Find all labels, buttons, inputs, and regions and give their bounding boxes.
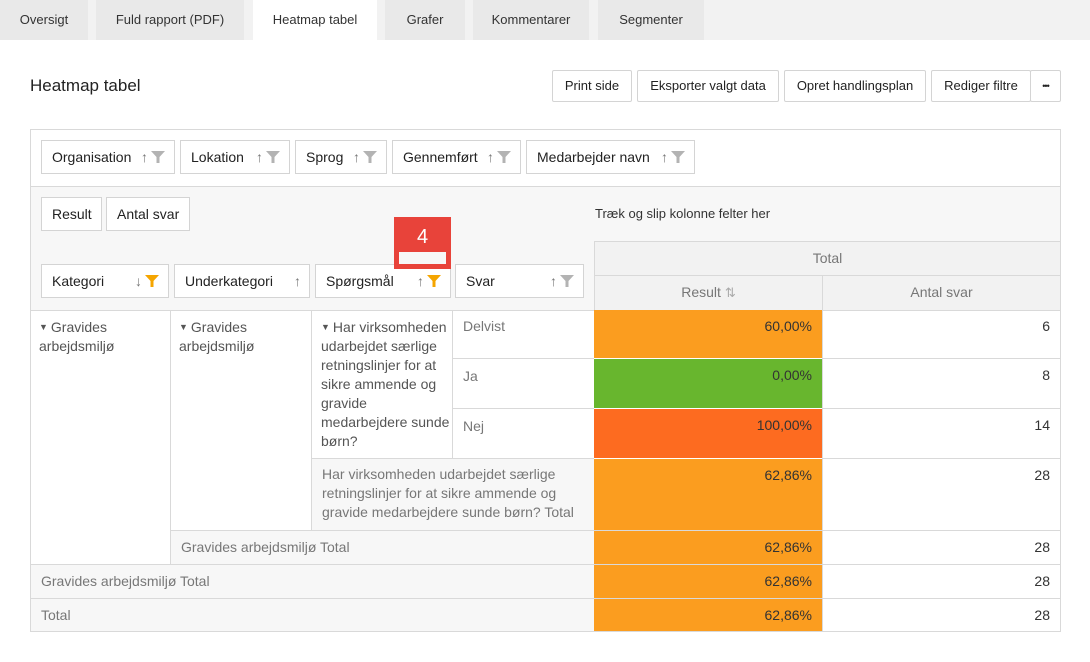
row-kategori[interactable]: ▼ Gravides arbejdsmiljø [39, 318, 169, 356]
answer-label: Nej [463, 418, 484, 434]
answer-label: Delvist [463, 318, 505, 334]
filter-funnel-icon[interactable] [265, 149, 281, 165]
row-question-label: Har virksomheden udarbejdet særlige retn… [321, 319, 449, 449]
filter-field-sprog[interactable]: Sprog ↑ [295, 140, 387, 174]
row-field-label: Underkategori [185, 273, 273, 289]
answer-label: Ja [463, 368, 478, 384]
filter-field-label: Medarbejder navn [537, 149, 650, 165]
page-title: Heatmap tabel [30, 76, 141, 96]
pivot-grid: Organisation ↑ Lokation ↑ Sprog ↑ Gennem… [30, 129, 1061, 632]
tab-segmenter[interactable]: Segmenter [598, 0, 704, 40]
grandtotal-bg [31, 599, 594, 631]
count-cell: 28 [822, 531, 1060, 564]
row-field-label: Spørgsmål [326, 273, 394, 289]
row-underkategori[interactable]: ▼ Gravides arbejdsmiljø [179, 318, 311, 356]
filter-field-label: Gennemført [403, 149, 478, 165]
tab-fuld-rapport[interactable]: Fuld rapport (PDF) [96, 0, 244, 40]
heatmap-cell: 62,86% [594, 599, 822, 631]
column-header-label: Result [681, 284, 721, 300]
filter-funnel-active-icon[interactable] [426, 273, 442, 289]
tab-grafer[interactable]: Grafer [385, 0, 465, 40]
sort-arrow-icon[interactable]: ↑ [550, 274, 557, 288]
print-button[interactable]: Print side [552, 70, 632, 102]
sort-arrow-icon[interactable]: ↑ [487, 150, 494, 164]
filter-funnel-icon[interactable] [362, 149, 378, 165]
sort-arrow-icon[interactable]: ↑ [141, 150, 148, 164]
tab-heatmap-tabel[interactable]: Heatmap tabel [253, 0, 377, 40]
heatmap-cell: 62,86% [594, 459, 822, 530]
collapse-triangle-icon[interactable]: ▼ [179, 322, 188, 332]
count-cell: 28 [822, 565, 1060, 598]
row-field-underkategori[interactable]: Underkategori ↑ [174, 264, 310, 298]
filter-funnel-icon[interactable] [150, 149, 166, 165]
filter-field-label: Sprog [306, 149, 343, 165]
tab-bar: Oversigt Fuld rapport (PDF) Heatmap tabe… [0, 0, 1090, 40]
row-field-label: Svar [466, 273, 495, 289]
count-cell: 28 [822, 459, 1060, 530]
data-field-label: Antal svar [117, 206, 179, 222]
row-field-svar[interactable]: Svar ↑ [455, 264, 584, 298]
edit-filters-button[interactable]: Rediger filtre [931, 70, 1031, 102]
data-field-label: Result [52, 206, 92, 222]
heatmap-cell: 62,86% [594, 531, 822, 564]
count-cell: 28 [822, 599, 1060, 631]
data-field-antal-svar[interactable]: Antal svar [106, 197, 190, 231]
heatmap-cell: 100,00% [594, 409, 822, 458]
row-kategori-label: Gravides arbejdsmiljø [39, 319, 114, 354]
filter-field-gennemfoert[interactable]: Gennemført ↑ [392, 140, 521, 174]
data-field-result[interactable]: Result [41, 197, 102, 231]
action-plan-button[interactable]: Opret handlingsplan [784, 70, 926, 102]
filter-funnel-icon[interactable] [559, 273, 575, 289]
heatmap-cell: 0,00% [594, 359, 822, 408]
column-header-antal: Antal svar [822, 275, 1060, 310]
grand-total-label: Total [41, 607, 71, 623]
filter-field-label: Lokation [191, 149, 244, 165]
sort-arrow-icon[interactable]: ↓ [135, 274, 142, 288]
sort-arrow-icon[interactable]: ↑ [417, 274, 424, 288]
filter-field-organisation[interactable]: Organisation ↑ [41, 140, 175, 174]
sort-arrow-icon[interactable]: ↑ [353, 150, 360, 164]
more-options-button[interactable]: ••• [1030, 70, 1061, 102]
column-header-result[interactable]: Result ⇅ [594, 275, 822, 310]
category-total-label: Gravides arbejdsmiljø Total [41, 573, 210, 589]
row-field-spoergsmaal[interactable]: Spørgsmål ↑ [315, 264, 451, 298]
step-badge: 4 [399, 222, 446, 252]
row-field-label: Kategori [52, 273, 104, 289]
row-field-kategori[interactable]: Kategori ↓ [41, 264, 169, 298]
count-cell: 8 [822, 359, 1060, 408]
filter-field-label: Organisation [52, 149, 131, 165]
sort-both-icon[interactable]: ⇅ [725, 285, 736, 300]
collapse-triangle-icon[interactable]: ▼ [39, 322, 48, 332]
heatmap-cell: 60,00% [594, 310, 822, 358]
row-question[interactable]: ▼ Har virksomheden udarbejdet særlige ret… [321, 318, 453, 451]
count-cell: 14 [822, 409, 1060, 458]
collapse-triangle-icon[interactable]: ▼ [321, 322, 330, 332]
tab-kommentarer[interactable]: Kommentarer [473, 0, 589, 40]
filter-funnel-icon[interactable] [670, 149, 686, 165]
drop-hint: Træk og slip kolonne felter her [595, 206, 770, 221]
sort-arrow-icon[interactable]: ↑ [256, 150, 263, 164]
sort-arrow-icon[interactable]: ↑ [294, 274, 301, 288]
question-total-label: Har virksomheden udarbejdet særlige retn… [322, 465, 590, 522]
heatmap-cell: 62,86% [594, 565, 822, 598]
filter-funnel-icon[interactable] [496, 149, 512, 165]
column-header-total: Total [594, 241, 1060, 275]
sort-arrow-icon[interactable]: ↑ [661, 150, 668, 164]
row-underkategori-label: Gravides arbejdsmiljø [179, 319, 254, 354]
filter-field-lokation[interactable]: Lokation ↑ [180, 140, 290, 174]
subtotal-label: Gravides arbejdsmiljø Total [181, 539, 350, 555]
filter-funnel-active-icon[interactable] [144, 273, 160, 289]
filter-field-medarbejder-navn[interactable]: Medarbejder navn ↑ [526, 140, 695, 174]
count-cell: 6 [822, 310, 1060, 358]
tab-oversigt[interactable]: Oversigt [0, 0, 88, 40]
export-button[interactable]: Eksporter valgt data [637, 70, 779, 102]
